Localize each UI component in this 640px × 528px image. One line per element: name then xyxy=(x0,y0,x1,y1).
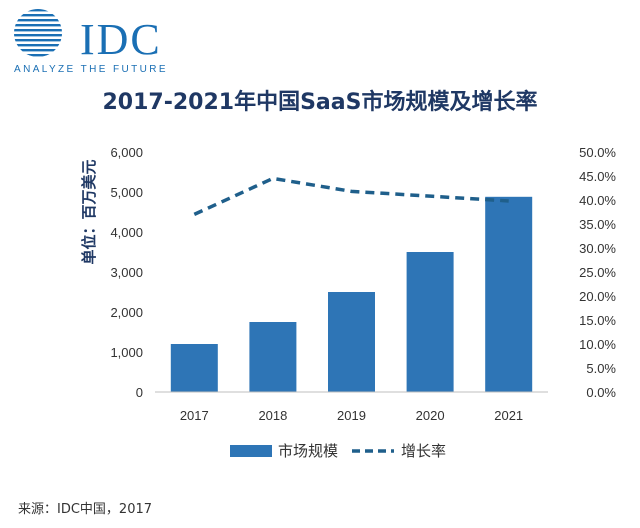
y-tick-label: 6,000 xyxy=(110,145,143,160)
line-series xyxy=(193,176,509,216)
y2-tick-label: 15.0% xyxy=(579,313,616,328)
chart-title: 2017-2021年中国SaaS市场规模及增长率 xyxy=(102,90,538,115)
bar xyxy=(406,252,454,392)
globe-icon xyxy=(14,9,62,57)
y2-tick-label: 45.0% xyxy=(579,169,616,184)
y-axis-label: 单位：百万美元 xyxy=(80,159,98,264)
y2-tick-label: 30.0% xyxy=(579,241,616,256)
bar xyxy=(170,344,218,392)
legend-swatch-bar xyxy=(230,445,272,457)
x-axis: 2017 2018 2019 2020 2021 xyxy=(155,391,548,423)
x-tick-label: 2021 xyxy=(494,408,523,423)
idc-logo: IDC ANALYZE THE FUTURE xyxy=(10,8,170,76)
y2-tick-label: 25.0% xyxy=(579,265,616,280)
y-tick-label: 5,000 xyxy=(110,185,143,200)
growth-line xyxy=(193,176,509,216)
y2-tick-label: 20.0% xyxy=(579,289,616,304)
y-tick-label: 4,000 xyxy=(110,225,143,240)
x-tick-label: 2017 xyxy=(180,408,209,423)
left-axis: 0 1,000 2,000 3,000 4,000 5,000 6,000 xyxy=(110,145,143,400)
y-tick-label: 1,000 xyxy=(110,345,143,360)
bar xyxy=(249,322,297,392)
x-tick-label: 2018 xyxy=(258,408,287,423)
logo-wordmark: IDC xyxy=(80,15,162,64)
source-note: 来源：IDC中国，2017 xyxy=(18,502,153,517)
bar xyxy=(328,292,375,392)
y-tick-label: 2,000 xyxy=(110,305,143,320)
x-tick-label: 2019 xyxy=(337,408,366,423)
legend: 市场规模 增长率 xyxy=(230,442,446,460)
logo-tagline: ANALYZE THE FUTURE xyxy=(14,64,168,75)
y2-tick-label: 0.0% xyxy=(586,385,616,400)
bar xyxy=(485,196,533,392)
y2-tick-label: 40.0% xyxy=(579,193,616,208)
y-tick-label: 3,000 xyxy=(110,265,143,280)
y-tick-label: 0 xyxy=(136,385,143,400)
legend-label-line: 增长率 xyxy=(401,442,446,460)
x-tick-label: 2020 xyxy=(416,408,445,423)
legend-label-bar: 市场规模 xyxy=(278,442,338,460)
y2-tick-label: 10.0% xyxy=(579,337,616,352)
right-axis: 0.0% 5.0% 10.0% 15.0% 20.0% 25.0% 30.0% 35.0% 40… xyxy=(579,145,616,400)
y2-tick-label: 35.0% xyxy=(579,217,616,232)
y2-tick-label: 50.0% xyxy=(579,145,616,160)
bar-series xyxy=(170,196,533,392)
y2-tick-label: 5.0% xyxy=(586,361,616,376)
